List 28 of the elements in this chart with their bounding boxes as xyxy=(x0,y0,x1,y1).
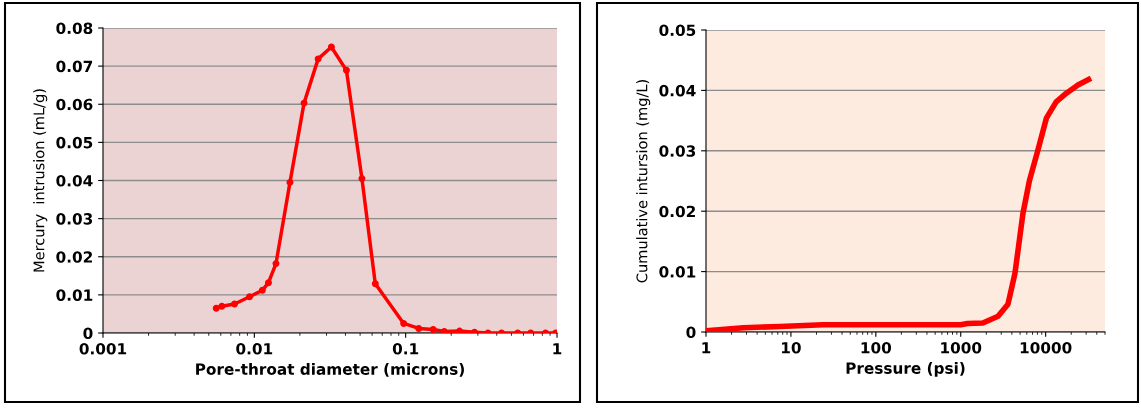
y-tick-label: 0.01 xyxy=(659,266,696,278)
y-tick-label: 0.08 xyxy=(56,22,93,35)
y-tick-label: 0 xyxy=(83,327,93,340)
y-tick-label: 0.03 xyxy=(659,145,696,157)
y-tick-label: 0 xyxy=(686,326,696,339)
x-tick-label: 100 xyxy=(861,341,892,354)
y-tick-label: 0.03 xyxy=(56,213,93,225)
x-tick-label: 1 xyxy=(702,342,711,354)
y-axis-title: Mercury intrusion (mL/g) xyxy=(33,89,48,272)
y-tick-label: 0.05 xyxy=(56,136,93,149)
x-tick-label: 0.01 xyxy=(236,342,273,355)
y-tick-label: 0.02 xyxy=(659,205,695,218)
y-tick-label: 0.04 xyxy=(659,84,696,97)
y-tick-label: 0.05 xyxy=(659,24,696,37)
x-tick-label: 1 xyxy=(553,343,562,355)
x-tick-label: 0.1 xyxy=(392,342,419,355)
x-axis-title: Pore-throat diameter (microns) xyxy=(196,363,464,377)
x-tick-label: 10 xyxy=(782,341,801,354)
y-tick-label: 0.02 xyxy=(56,251,92,263)
x-axis-title: Pressure (psi) xyxy=(846,362,965,377)
y-axis-title: Cumulative intursion (mg/L) xyxy=(636,80,651,283)
x-tick-label: 10000 xyxy=(1020,341,1072,354)
x-tick-label: 0.001 xyxy=(79,342,127,355)
y-tick-label: 0.07 xyxy=(56,60,93,73)
y-tick-label: 0.01 xyxy=(56,289,93,301)
y-tick-label: 0.04 xyxy=(56,174,93,187)
x-tick-label: 1000 xyxy=(941,341,982,354)
y-tick-label: 0.06 xyxy=(56,98,93,111)
